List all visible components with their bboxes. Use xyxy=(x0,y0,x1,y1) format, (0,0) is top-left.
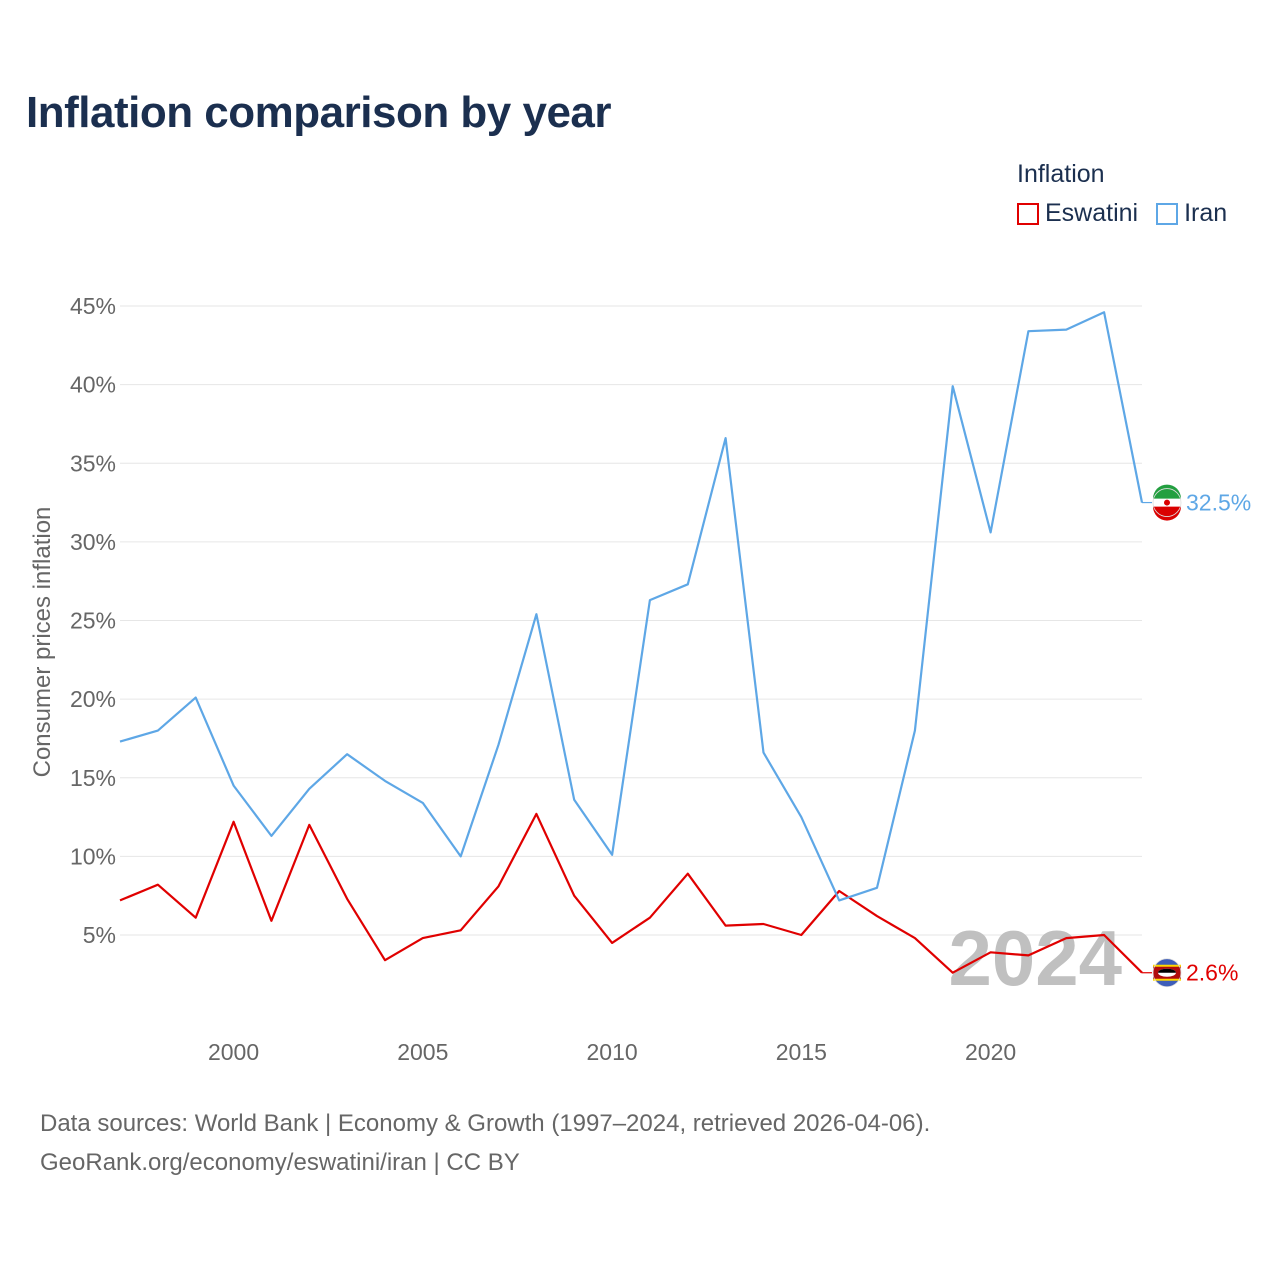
flag-band-green xyxy=(1153,484,1181,499)
y-tick-label-15: 15% xyxy=(70,765,116,791)
chart-title: Inflation comparison by year xyxy=(26,88,612,137)
flag-outline xyxy=(1152,958,1182,988)
flag-icon-iran xyxy=(1152,484,1182,521)
legend-swatch-iran xyxy=(1156,202,1179,225)
legend: Inflation Eswatini Iran xyxy=(1017,160,1227,228)
y-tick-label-20: 20% xyxy=(70,686,116,712)
series-line-iran xyxy=(119,311,1144,902)
flag-shield-black xyxy=(1158,968,1176,973)
y-tick-label-40: 40% xyxy=(70,372,116,398)
y-tick-label-30: 30% xyxy=(70,529,116,555)
legend-label-eswatini: Eswatini xyxy=(1045,199,1139,227)
gridlines xyxy=(120,305,1142,936)
end-value-label-eswatini: 2.6% xyxy=(1186,960,1238,986)
end-markers: 2.6% 32.5% xyxy=(1142,484,1251,988)
x-tick-label-2005: 2005 xyxy=(397,1039,448,1065)
end-value-label-iran: 32.5% xyxy=(1186,490,1251,516)
source-note: Data sources: World Bank | Economy & Gro… xyxy=(40,1104,930,1182)
y-axis-label: Consumer prices inflation xyxy=(29,507,56,778)
x-tick-label-2020: 2020 xyxy=(965,1039,1016,1065)
legend-item-eswatini[interactable]: Eswatini xyxy=(1017,199,1138,228)
series-line-eswatini xyxy=(119,812,1143,974)
flag-emblem xyxy=(1164,499,1170,506)
source-line-1: Data sources: World Bank | Economy & Gro… xyxy=(40,1110,931,1137)
y-tick-label-45: 45% xyxy=(70,293,116,319)
y-tick-label-5: 5% xyxy=(83,922,116,948)
x-tick-label-2015: 2015 xyxy=(776,1039,827,1065)
year-watermark: 2024 xyxy=(948,914,1122,1002)
y-axis-ticks: 5% 10% 15% 20% 25% 30% 35% 40% 45% xyxy=(70,293,116,948)
y-tick-label-25: 25% xyxy=(70,608,116,634)
flag-outline xyxy=(1152,488,1182,517)
legend-label-iran: Iran xyxy=(1184,199,1228,227)
legend-item-iran[interactable]: Iran xyxy=(1156,199,1227,228)
y-tick-label-35: 35% xyxy=(70,450,116,476)
y-tick-label-10: 10% xyxy=(70,843,116,869)
flag-icon-eswatini xyxy=(1152,958,1182,988)
source-link[interactable]: GeoRank.org/economy/eswatini/iran | CC B… xyxy=(40,1149,520,1176)
series-lines xyxy=(119,311,1144,974)
x-axis-ticks: 2000 2005 2010 2015 2020 xyxy=(208,1039,1016,1065)
x-tick-label-2000: 2000 xyxy=(208,1039,259,1065)
legend-title: Inflation xyxy=(1017,160,1105,188)
x-tick-label-2010: 2010 xyxy=(586,1039,637,1065)
legend-swatch-eswatini xyxy=(1017,202,1039,225)
flag-band-red xyxy=(1153,506,1181,521)
